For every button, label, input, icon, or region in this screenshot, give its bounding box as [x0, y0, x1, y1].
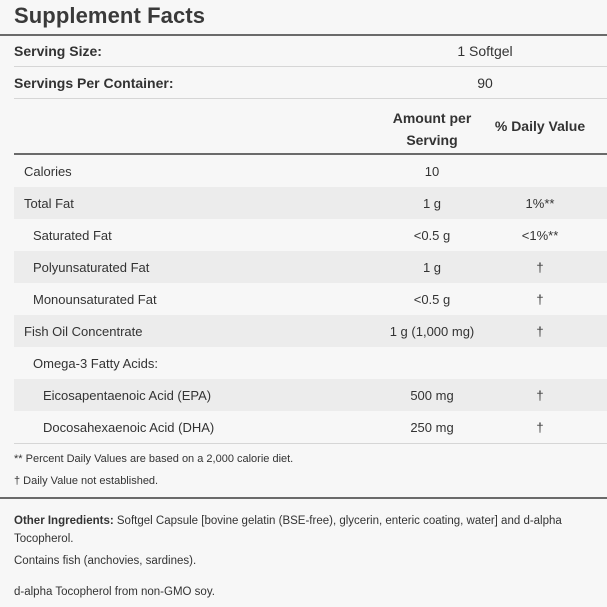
nutrient-name: Calories	[24, 163, 72, 179]
nutrient-daily-value: 1%**	[525, 195, 555, 211]
nutrient-amount: 250 mg	[410, 419, 454, 435]
nutrient-daily-value: †	[536, 259, 544, 275]
table-row: Omega-3 Fatty Acids:	[14, 347, 607, 379]
nutrient-name: Monounsaturated Fat	[33, 291, 157, 307]
amount-header-line1: Amount per	[392, 110, 472, 126]
nutrient-daily-value: †	[536, 291, 544, 307]
nutrient-daily-value: †	[536, 323, 544, 339]
nutrient-amount: 10	[424, 163, 440, 179]
table-row: Fish Oil Concentrate 1 g (1,000 mg) †	[14, 315, 607, 347]
nutrient-amount: 1 g (1,000 mg)	[389, 323, 475, 339]
panel-title: Supplement Facts	[14, 3, 206, 28]
servings-per-container-value: 90	[477, 75, 493, 91]
serving-divider	[14, 66, 607, 67]
nutrient-amount: <0.5 g	[413, 227, 451, 243]
daily-value-header: % Daily Value	[494, 118, 586, 134]
table-row: Eicosapentaenoic Acid (EPA) 500 mg †	[14, 379, 607, 411]
nutrient-name: Docosahexaenoic Acid (DHA)	[43, 419, 215, 435]
serving-size-value: 1 Softgel	[457, 43, 513, 59]
nutrient-name: Fish Oil Concentrate	[24, 323, 143, 339]
table-row: Total Fat 1 g 1%**	[14, 187, 607, 219]
allergen-statement: Contains fish (anchovies, sardines).	[14, 555, 197, 567]
nutrient-name: Total Fat	[24, 195, 74, 211]
table-row: Saturated Fat <0.5 g <1%**	[14, 219, 607, 251]
amount-per-serving-header: Amount per Serving	[382, 107, 482, 151]
amount-header-line2: Serving	[406, 132, 458, 148]
table-bottom-divider	[14, 443, 607, 444]
servings-divider	[14, 98, 607, 99]
nutrient-daily-value: <1%**	[521, 227, 559, 243]
nutrient-daily-value: †	[536, 419, 544, 435]
table-row: Polyunsaturated Fat 1 g †	[14, 251, 607, 283]
nutrient-daily-value: †	[536, 387, 544, 403]
other-ingredients-label: Other Ingredients:	[14, 515, 114, 527]
nutrient-name: Polyunsaturated Fat	[33, 259, 150, 275]
daily-value-not-established-footnote: † Daily Value not established.	[14, 475, 159, 487]
table-row: Docosahexaenoic Acid (DHA) 250 mg †	[14, 411, 607, 443]
table-row: Monounsaturated Fat <0.5 g †	[14, 283, 607, 315]
serving-size-label: Serving Size:	[14, 43, 102, 59]
nutrient-name: Omega-3 Fatty Acids:	[33, 355, 158, 371]
tocopherol-source-statement: d-alpha Tocopherol from non-GMO soy.	[14, 586, 215, 598]
nutrient-name: Saturated Fat	[33, 227, 112, 243]
servings-per-container-label: Servings Per Container:	[14, 75, 174, 91]
header-divider	[14, 153, 607, 155]
percent-daily-value-footnote: ** Percent Daily Values are based on a 2…	[14, 453, 294, 465]
nutrient-amount: 500 mg	[410, 387, 454, 403]
footnote-divider	[0, 497, 607, 499]
nutrient-amount: 1 g	[422, 259, 442, 275]
other-ingredients-text: Softgel Capsule [bovine gelatin (BSE-fre…	[14, 515, 562, 545]
nutrient-amount: <0.5 g	[413, 291, 451, 307]
table-row: Calories 10	[14, 155, 607, 187]
nutrient-amount: 1 g	[422, 195, 442, 211]
title-divider	[0, 34, 607, 36]
other-ingredients: Other Ingredients: Softgel Capsule [bovi…	[14, 512, 594, 548]
nutrient-name: Eicosapentaenoic Acid (EPA)	[43, 387, 212, 403]
